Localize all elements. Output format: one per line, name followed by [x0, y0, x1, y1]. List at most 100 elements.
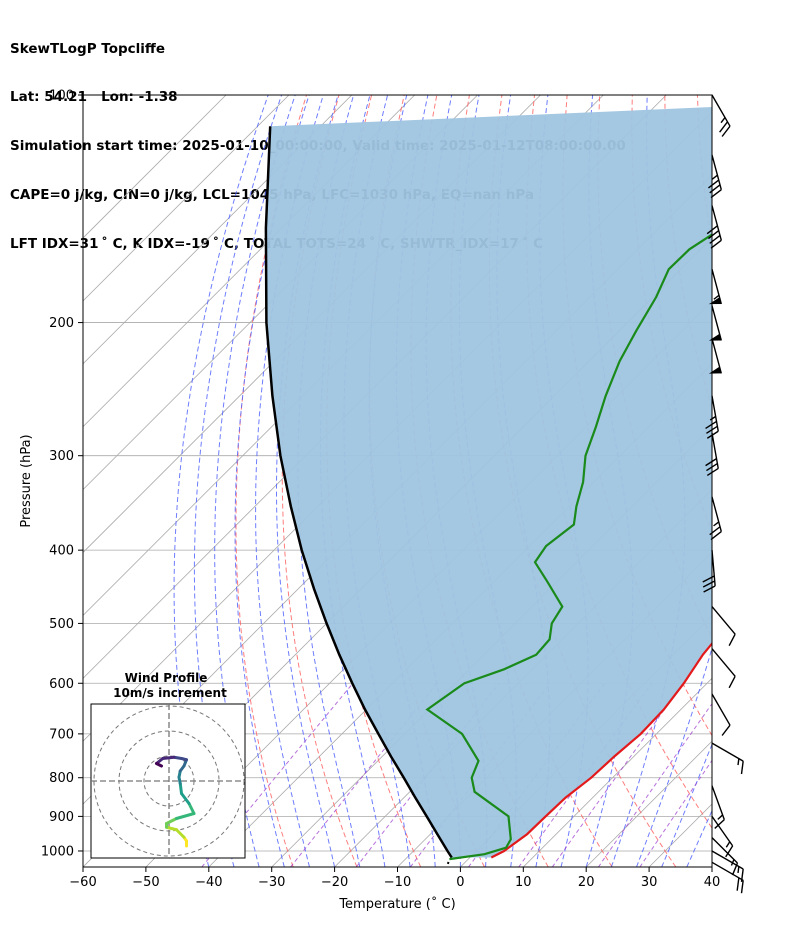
- wind-barb-staff: [711, 338, 722, 374]
- wind-barb-full: [706, 430, 719, 439]
- wind-barb-half: [730, 859, 735, 866]
- moist-adiabat: [661, 743, 712, 867]
- wind-barb-half: [709, 415, 717, 421]
- moist-adiabat: [234, 95, 310, 867]
- x-axis-label: Temperature (˚ C): [338, 896, 455, 912]
- x-tick-label: 30: [641, 875, 658, 890]
- wind-barb-staff: [711, 94, 731, 127]
- moist-adiabat: [686, 809, 712, 867]
- x-tick-label: 20: [578, 875, 595, 890]
- wind-barb-staff: [711, 432, 719, 469]
- wind-barb: [711, 94, 731, 137]
- wind-barb-full: [709, 234, 721, 244]
- isotherm-line: [523, 677, 712, 867]
- wind-barb: [706, 205, 722, 249]
- wind-barb-full: [714, 819, 725, 829]
- surface-parcel-start: [446, 860, 451, 865]
- wind-barb-full: [721, 125, 731, 137]
- wind-barb-full: [740, 761, 744, 775]
- mixing-ratio-line: [551, 683, 684, 867]
- wind-barb-staff: [711, 395, 719, 432]
- wind-barb-staff: [711, 648, 736, 677]
- wind-barb-half: [711, 174, 718, 180]
- wind-barb-staff: [711, 154, 722, 190]
- wind-barb: [708, 154, 722, 199]
- wind-barb-full: [703, 585, 716, 593]
- hodograph-segment: [178, 782, 183, 795]
- hodograph-segment: [187, 802, 196, 815]
- moist-adiabat: [711, 865, 712, 867]
- hodograph-subtitle: 10m/s increment: [113, 686, 227, 700]
- wind-barb: [711, 742, 744, 775]
- wind-barb-half: [725, 841, 731, 848]
- y-tick-label: 200: [49, 316, 74, 331]
- wind-barb: [711, 815, 734, 858]
- x-tick-label: −10: [384, 875, 411, 890]
- x-tick-label: 40: [704, 875, 721, 890]
- wind-barb-full: [702, 580, 716, 588]
- wind-barb: [709, 496, 722, 541]
- wind-barb-full: [721, 724, 731, 736]
- wind-barb-full: [719, 121, 729, 133]
- x-tick-label: −40: [195, 875, 222, 890]
- wind-barb-half: [737, 758, 740, 766]
- wind-barb-staff: [711, 693, 731, 726]
- wind-barb-flag: [708, 333, 722, 341]
- wind-barb-full: [706, 467, 719, 477]
- wind-barb-full: [708, 230, 720, 240]
- wind-barb-staff: [711, 550, 716, 587]
- x-tick-label: −60: [69, 875, 96, 890]
- wind-barb-staff: [711, 269, 722, 305]
- y-tick-label: 300: [49, 449, 74, 464]
- wind-barb-full: [708, 179, 720, 189]
- hodograph-segment: [180, 792, 191, 805]
- y-tick-label: 600: [49, 677, 74, 692]
- wind-barb-full: [728, 633, 736, 647]
- wind-barb: [711, 648, 736, 689]
- wind-barb-flag: [708, 366, 722, 374]
- moist-adiabat: [214, 95, 296, 867]
- wind-barb-full: [731, 862, 739, 876]
- cape-cin-shading: [265, 107, 712, 858]
- dry-adiabat: [281, 95, 358, 867]
- wind-barb-full: [705, 458, 717, 467]
- wind-barb-staff: [711, 496, 722, 532]
- parcel-line: [264, 126, 453, 859]
- wind-barb-half: [717, 814, 724, 820]
- wind-barb-full: [706, 462, 718, 472]
- wind-barb-full: [710, 531, 722, 541]
- wind-barb-staff: [711, 850, 744, 870]
- wind-barb-full: [725, 845, 734, 858]
- title-line-1: SkewTLogP Topcliffe: [10, 40, 166, 57]
- wind-barb-staff: [711, 837, 738, 864]
- y-tick-label: 400: [49, 544, 74, 559]
- mixing-ratio-line: [639, 759, 712, 867]
- wind-barb: [708, 305, 722, 341]
- x-tick-label: 10: [515, 875, 532, 890]
- wind-barb-full: [709, 526, 721, 536]
- moist-adiabat: [193, 95, 283, 867]
- hodograph-segment: [175, 828, 186, 839]
- moist-adiabat: [636, 646, 712, 867]
- wind-barb-full: [728, 675, 736, 689]
- wind-barb: [711, 837, 739, 876]
- wind-barb: [708, 269, 722, 305]
- hodograph-segment: [161, 755, 176, 760]
- hodograph-title: Wind Profile: [125, 671, 208, 685]
- wind-barb-half: [720, 117, 726, 124]
- wind-barb-staff: [711, 742, 744, 762]
- wind-barb: [711, 850, 744, 882]
- wind-barb-full: [702, 575, 715, 583]
- wind-barb-staff: [711, 861, 744, 881]
- wind-barb-staff: [711, 305, 722, 341]
- y-tick-label: 500: [49, 617, 74, 632]
- dry-adiabat: [730, 95, 794, 867]
- wind-barb-full: [706, 425, 718, 434]
- x-tick-label: −50: [132, 875, 159, 890]
- wind-barb-full: [740, 880, 744, 894]
- wind-barb-staff: [711, 205, 722, 241]
- isotherm-line: [83, 95, 353, 365]
- moist-adiabat: [173, 95, 269, 867]
- wind-barb-full: [740, 868, 744, 882]
- wind-barb-staff: [711, 606, 736, 635]
